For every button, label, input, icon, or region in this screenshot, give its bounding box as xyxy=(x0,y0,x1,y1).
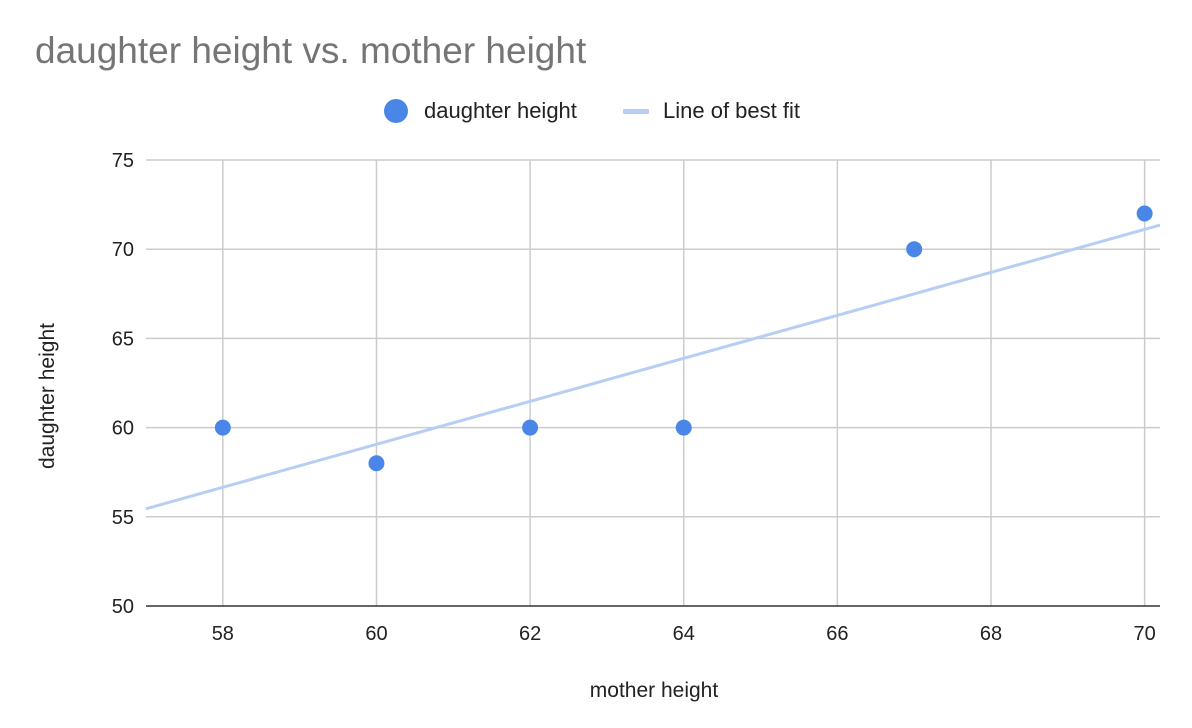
y-tick-label: 55 xyxy=(112,507,134,529)
legend-item-line-of-best-fit[interactable]: Line of best fit xyxy=(623,95,800,127)
legend-line-icon xyxy=(623,108,649,114)
x-tick-label: 64 xyxy=(673,623,695,645)
data-point[interactable] xyxy=(675,419,692,436)
data-point[interactable] xyxy=(214,419,231,436)
data-point[interactable] xyxy=(1136,205,1153,222)
x-tick-label: 70 xyxy=(1134,623,1156,645)
y-tick-label: 50 xyxy=(112,596,134,618)
x-tick-label: 60 xyxy=(365,623,387,645)
chart-title: daughter height vs. mother height xyxy=(35,30,587,71)
x-tick-label: 66 xyxy=(826,623,848,645)
trendline xyxy=(145,223,1161,511)
x-tick-label: 68 xyxy=(980,623,1002,645)
y-tick-label: 75 xyxy=(112,150,134,172)
y-tick-label: 65 xyxy=(112,328,134,350)
legend-item-daughter-height[interactable]: daughter height xyxy=(384,95,577,127)
legend-label-line-of-best-fit: Line of best fit xyxy=(663,98,800,123)
data-point[interactable] xyxy=(368,455,385,472)
x-tick-label: 62 xyxy=(519,623,541,645)
data-point[interactable] xyxy=(906,241,923,258)
legend-dot-icon xyxy=(384,99,408,123)
y-axis-label: daughter height xyxy=(36,323,59,469)
x-tick-label: 58 xyxy=(212,623,234,645)
data-point[interactable] xyxy=(522,419,539,436)
x-axis-label: mother height xyxy=(590,679,719,702)
legend: daughter height Line of best fit xyxy=(0,95,1192,127)
y-tick-label: 60 xyxy=(112,418,134,440)
legend-label-daughter-height: daughter height xyxy=(424,98,577,123)
y-tick-label: 70 xyxy=(112,239,134,261)
